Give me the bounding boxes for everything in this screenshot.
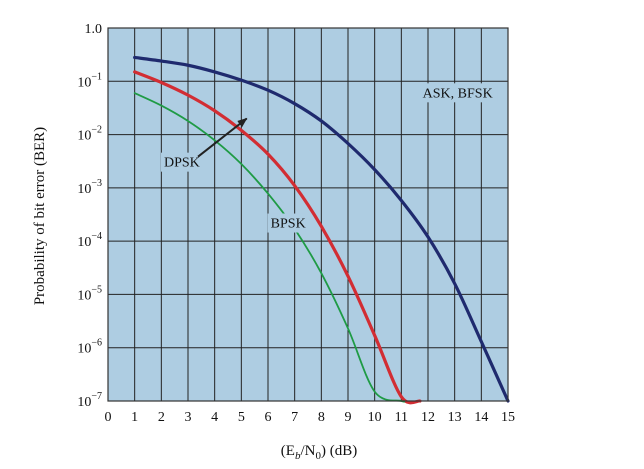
x-tick-label: 9	[345, 410, 352, 425]
y-tick-label: 10−7	[77, 391, 102, 410]
series-line-bpsk	[133, 92, 406, 403]
x-tick-label: 5	[238, 410, 245, 425]
y-tick-label: 10−4	[77, 231, 102, 250]
x-tick-label: 10	[368, 410, 382, 425]
x-tick-label: 11	[395, 410, 408, 425]
y-tick-label: 10−3	[77, 178, 102, 197]
annotation-arrow	[197, 117, 248, 158]
x-tick-labels: 0 1 2 3 4 5 6 7 8 9 10 11 12 13 14 15	[105, 410, 516, 425]
x-tick-label: 14	[474, 410, 488, 425]
annotation-label: BPSK	[271, 217, 306, 232]
series-line-ask-bfsk	[133, 55, 510, 403]
y-tick-label: 10−2	[77, 125, 102, 144]
plot-frame	[107, 27, 509, 402]
x-tick-label: 12	[421, 410, 435, 425]
annotations: ASK, BFSK DPSK BPSK	[161, 83, 498, 233]
y-tick-label: 10−5	[77, 284, 102, 303]
x-tick-label: 2	[158, 410, 165, 425]
x-tick-label: 4	[211, 410, 218, 425]
y-tick-label: 1.0	[85, 22, 103, 37]
annotation-bg	[267, 213, 306, 233]
x-tick-label: 15	[501, 410, 515, 425]
x-tick-label: 8	[318, 410, 325, 425]
x-tick-label: 13	[448, 410, 462, 425]
series-group	[133, 55, 510, 405]
x-tick-label: 0	[105, 410, 112, 425]
y-tick-label: 10−6	[77, 338, 102, 357]
series-line-dpsk	[133, 70, 422, 405]
y-tick-label: 10−1	[77, 71, 102, 90]
x-axis-label: (Eb/N0) (dB)	[281, 443, 357, 462]
x-tick-label: 1	[131, 410, 138, 425]
annotation-bg	[419, 83, 498, 103]
x-tick-label: 7	[291, 410, 298, 425]
y-axis-label: Probability of bit error (BER)	[32, 127, 48, 305]
annotation-bg	[161, 152, 199, 172]
annotation-label: DPSK	[164, 156, 200, 171]
annotation-label: ASK, BFSK	[423, 86, 493, 101]
y-tick-labels: 1.0 10−1 10−2 10−3 10−4 10−5 10−6 10−7	[77, 22, 102, 410]
x-tick-label: 3	[185, 410, 192, 425]
x-tick-label: 6	[265, 410, 272, 425]
